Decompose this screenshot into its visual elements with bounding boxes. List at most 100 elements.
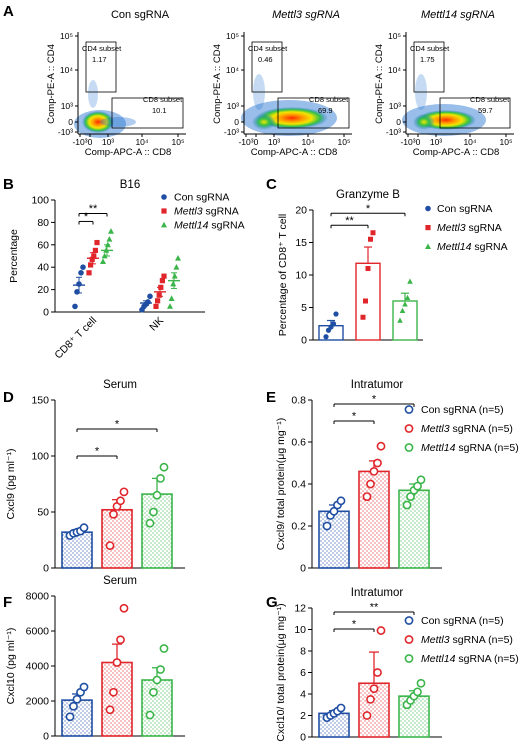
bar [101, 661, 133, 737]
flow-x-tick: 10³ [268, 137, 280, 147]
bar [318, 510, 350, 569]
y-axis-label: Cxcl10/ total protein(μg mg⁻¹) [275, 603, 287, 741]
data-point [152, 490, 162, 500]
data-point [368, 236, 373, 242]
y-tick-label: 0 [300, 563, 306, 575]
flow-x-label: Comp-APC-A :: CD8 [85, 147, 172, 158]
data-point [156, 473, 165, 483]
panel-letter-d: D [3, 389, 14, 406]
legend-marker [161, 221, 167, 228]
legend: Con sgRNA (n=5) Mettl3 sgRNA (n=5) Mettl14… [404, 615, 519, 665]
gate-cd8-value: 10.1 [152, 106, 167, 115]
data-point [79, 682, 89, 692]
significance-label: * [352, 619, 357, 631]
chart-F: 0 2000 4000 6000 8000 Serum Cxcl10 (pg ml⁻¹) [5, 575, 185, 743]
gate-cd8 [439, 97, 511, 129]
flow-y-tick: 0 [68, 117, 73, 127]
legend-marker [425, 225, 431, 231]
gate-cd8-label: CD8 subset [143, 95, 183, 104]
data-point [161, 273, 167, 279]
chart-E: 0 0.2 0.4 0.6 0.8 Intratumor Cxcl9/ total prot… [275, 379, 442, 575]
bar [392, 300, 418, 341]
data-point [336, 496, 346, 506]
gate-cd4 [413, 41, 445, 93]
data-point [370, 230, 376, 236]
flow-y-label: Comp-PE-A :: CD4 [212, 44, 223, 124]
y-axis-label: Cxcl9/ total protein(μg mg⁻¹) [275, 418, 287, 550]
flow-x-tick: 10³ [430, 137, 442, 147]
data-point [65, 712, 75, 722]
flow-y-tick: 10³ [227, 101, 239, 111]
gate-cd4 [85, 41, 117, 93]
data-point [119, 603, 129, 613]
y-tick-label: 12 [294, 603, 306, 615]
legend-label: Con sgRNA (n=5) [421, 615, 504, 627]
data-point [159, 644, 169, 653]
data-point [363, 298, 368, 304]
data-point [362, 492, 372, 501]
data-point [373, 668, 382, 677]
gate-cd8-label: CD8 subset [309, 95, 349, 104]
y-tick-label: 15 [295, 237, 307, 249]
data-point [91, 253, 97, 259]
chart-title: Intratumor [351, 587, 404, 599]
flow-y-tick: 10⁴ [60, 65, 73, 75]
data-point [112, 658, 122, 667]
y-axis-label: Percentage [8, 229, 20, 283]
data-point [323, 334, 329, 340]
y-tick-label: 5 [301, 302, 307, 314]
data-point [94, 239, 100, 246]
panel-letter-g: G [266, 594, 278, 611]
data-point [100, 258, 106, 264]
flow-y-tick: -10³ [224, 127, 239, 137]
legend-label: Mettl14 sgRNA (n=5) [421, 653, 519, 665]
legend: Con sgRNA Mettl3 sgRNA Mettl14 sgRNA [425, 203, 508, 253]
flow-x-tick: 0 [416, 137, 421, 147]
gate-cd8-value: 59.7 [478, 106, 493, 115]
data-point [413, 481, 422, 491]
gate-cd8-label: CD8 subset [470, 95, 510, 104]
legend-marker [425, 205, 431, 212]
y-axis-label: Cxcl10 (pg ml⁻¹) [5, 628, 17, 705]
y-tick-label: 2 [300, 710, 306, 722]
flow-x-tick: -10³ [72, 137, 87, 147]
bar [398, 489, 430, 569]
flow-plot-mettl14: Mettl14 sgRNA CD4 subset 1.75 CD8 subset… [402, 9, 511, 136]
legend-label: Con sgRNA [174, 192, 229, 204]
gate-cd8 [277, 97, 350, 129]
y-tick-label: 0.4 [291, 479, 306, 491]
data-point [86, 270, 92, 276]
data-point [108, 228, 114, 234]
flow-y-tick: 10⁴ [388, 65, 401, 75]
y-tick-label: 60 [37, 239, 49, 251]
y-tick-label: 0 [43, 307, 49, 319]
flow-y-tick: 10³ [389, 101, 401, 111]
y-tick-label: 80 [37, 217, 49, 229]
bar [141, 679, 173, 737]
flow-x-tick: 10⁴ [135, 137, 148, 147]
data-point [362, 711, 372, 720]
significance-label: ** [370, 602, 379, 614]
x-category-label: NK [147, 315, 166, 334]
y-tick-label: 0.8 [291, 395, 306, 407]
flow-y-tick: 10⁴ [226, 65, 239, 75]
flow-y-tick: 0 [396, 117, 401, 127]
legend: Con sgRNA (n=5) Mettl3 sgRNA (n=5) Mettl14… [404, 404, 519, 454]
data-point [72, 303, 78, 310]
legend-label: Mettl14 sgRNA [437, 241, 508, 253]
data-point [72, 694, 82, 704]
chart-title: Intratumor [351, 379, 404, 391]
significance-label: * [352, 411, 357, 423]
gate-cd4-label: CD4 subset [410, 44, 450, 53]
legend-marker [404, 654, 414, 663]
legend-label: Mettl14 sgRNA [174, 220, 245, 232]
y-tick-label: 20 [295, 205, 307, 217]
y-tick-label: 50 [37, 507, 49, 519]
bar [141, 493, 173, 569]
data-point [402, 301, 408, 307]
data-point [397, 317, 403, 323]
data-point [145, 518, 155, 528]
